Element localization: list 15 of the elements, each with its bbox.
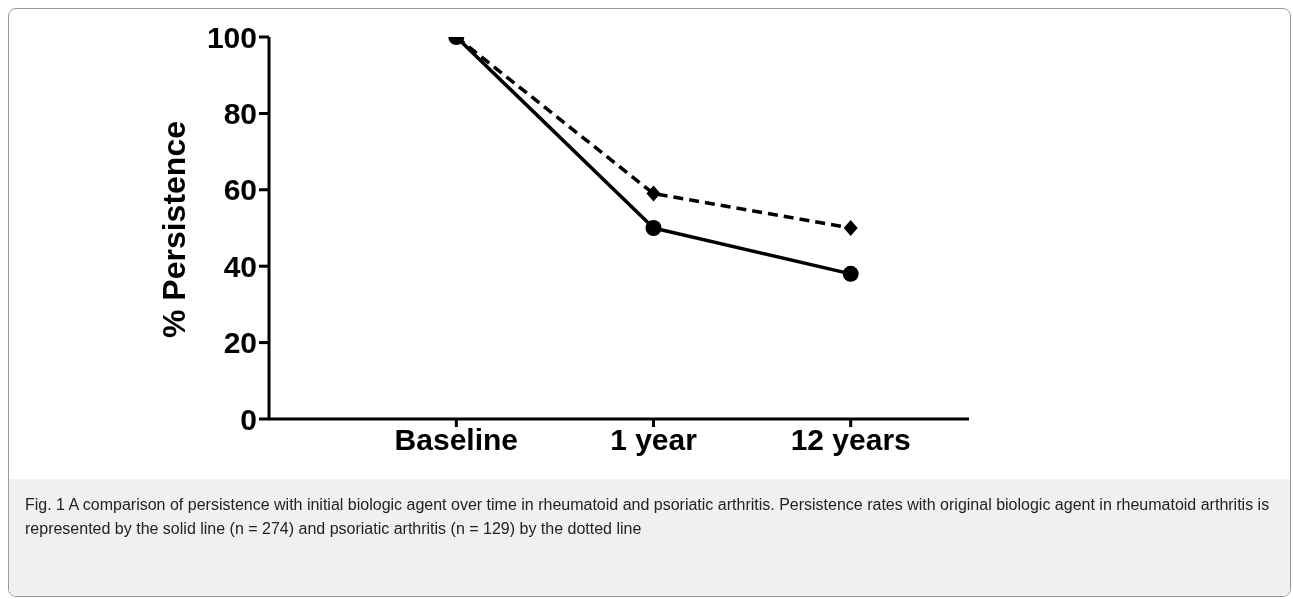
y-axis-title: % Persistence: [156, 120, 193, 338]
point: [645, 220, 662, 236]
y-tick-label: 60: [223, 173, 257, 207]
point: [646, 185, 661, 202]
y-tick-label: 80: [223, 97, 257, 131]
x-tick-label: 1 year: [610, 423, 698, 457]
y-tick-label: 40: [223, 249, 257, 283]
y-tick-label: 0: [240, 402, 257, 436]
point: [842, 265, 859, 282]
point: [843, 220, 858, 236]
y-tick-label: 100: [206, 20, 257, 54]
y-tick-label: 20: [223, 326, 257, 360]
x-tick-label: Baseline: [394, 423, 519, 457]
x-tick-label: 12 years: [790, 423, 911, 457]
caption: Fig. 1 A comparison of persistence with initial biologic agent over time in rheumatoid and psoriatic arthritis. Persistence rates with original biologic agent in rheumatoid arthritis is represented by the solid line (n = 274) and psoriatic arthritis (n = 129) by the dotted line: [25, 495, 1271, 539]
